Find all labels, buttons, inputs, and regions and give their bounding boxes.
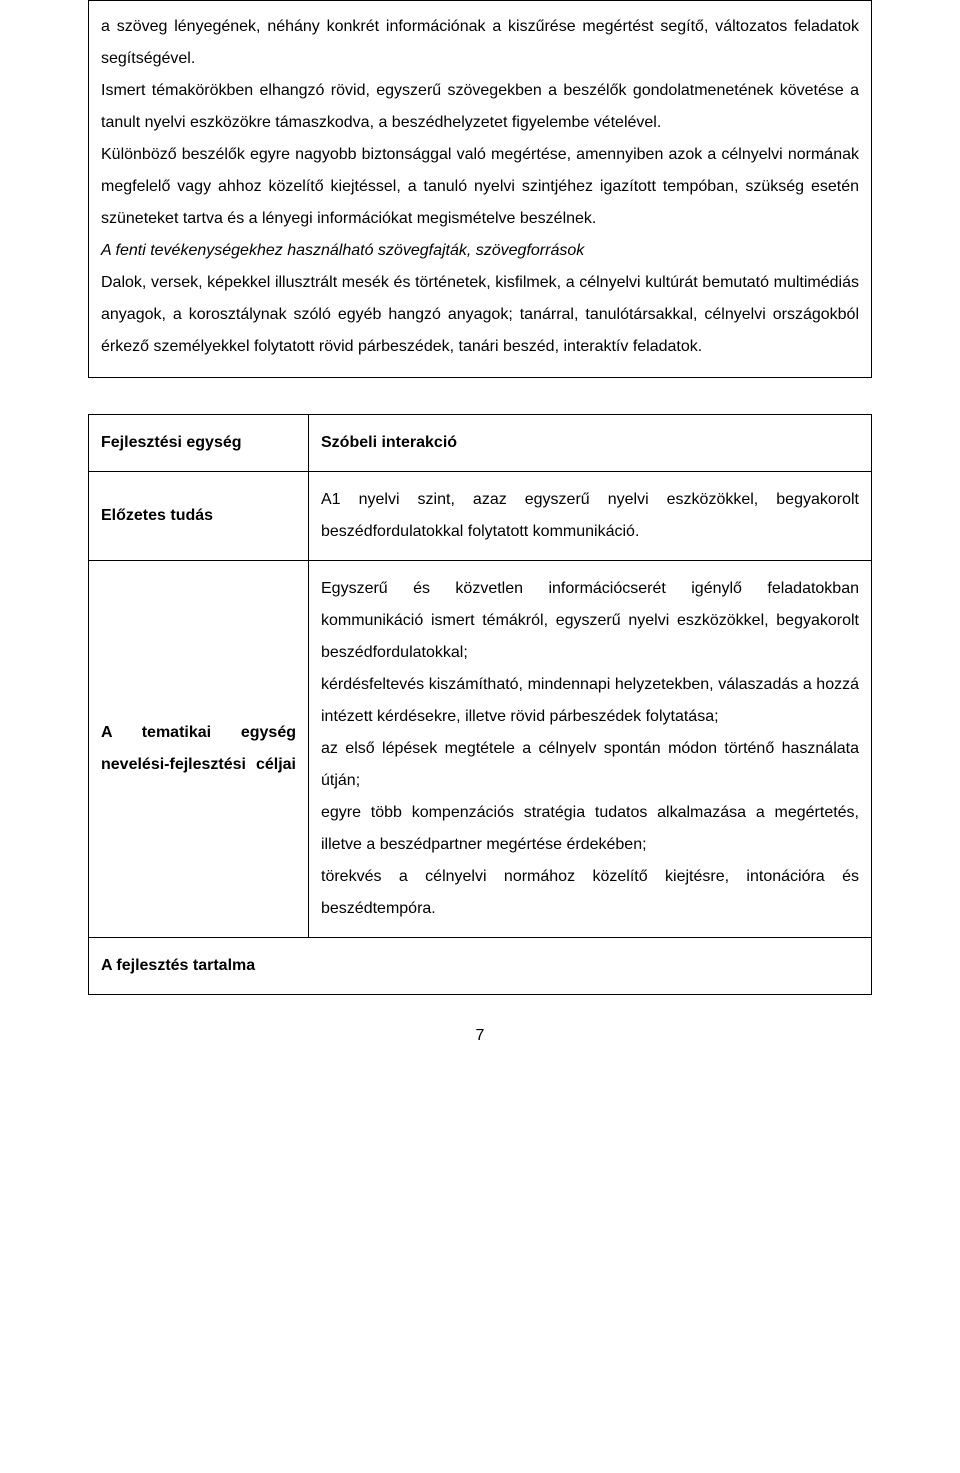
paragraph: törekvés a célnyelvi normához közelítő k…: [321, 861, 859, 925]
paragraph: egyre több kompenzációs stratégia tudato…: [321, 797, 859, 861]
row-value-bold: Szóbeli interakció: [321, 434, 457, 451]
paragraph: Dalok, versek, képekkel illusztrált mesé…: [101, 267, 859, 363]
row-label: Előzetes tudás: [89, 472, 309, 561]
row-value: Egyszerű és közvetlen információcserét i…: [309, 561, 872, 938]
paragraph: Egyszerű és közvetlen információcserét i…: [321, 573, 859, 669]
table-row: A fejlesztés tartalma: [89, 938, 872, 995]
table-row: Fejlesztési egység Szóbeli interakció: [89, 415, 872, 472]
table-row: Előzetes tudás A1 nyelvi szint, azaz egy…: [89, 472, 872, 561]
paragraph: az első lépések megtétele a célnyelv spo…: [321, 733, 859, 797]
paragraph: Ismert témakörökben elhangzó rövid, egys…: [101, 75, 859, 139]
paragraph: Különböző beszélők egyre nagyobb biztons…: [101, 139, 859, 235]
row-label: A tematikai egység nevelési-fejlesztési …: [89, 561, 309, 938]
page-number: 7: [88, 1027, 872, 1045]
paragraph: kérdésfeltevés kiszámítható, mindennapi …: [321, 669, 859, 733]
upper-text-box: a szöveg lényegének, néhány konkrét info…: [88, 0, 872, 378]
paragraph-italic: A fenti tevékenységekhez használható szö…: [101, 235, 859, 267]
row-value: A1 nyelvi szint, azaz egyszerű nyelvi es…: [309, 472, 872, 561]
row-label: A fejlesztés tartalma: [89, 938, 872, 995]
row-value: Szóbeli interakció: [309, 415, 872, 472]
curriculum-table: Fejlesztési egység Szóbeli interakció El…: [88, 414, 872, 995]
row-label: Fejlesztési egység: [89, 415, 309, 472]
paragraph: a szöveg lényegének, néhány konkrét info…: [101, 11, 859, 75]
table-row: A tematikai egység nevelési-fejlesztési …: [89, 561, 872, 938]
